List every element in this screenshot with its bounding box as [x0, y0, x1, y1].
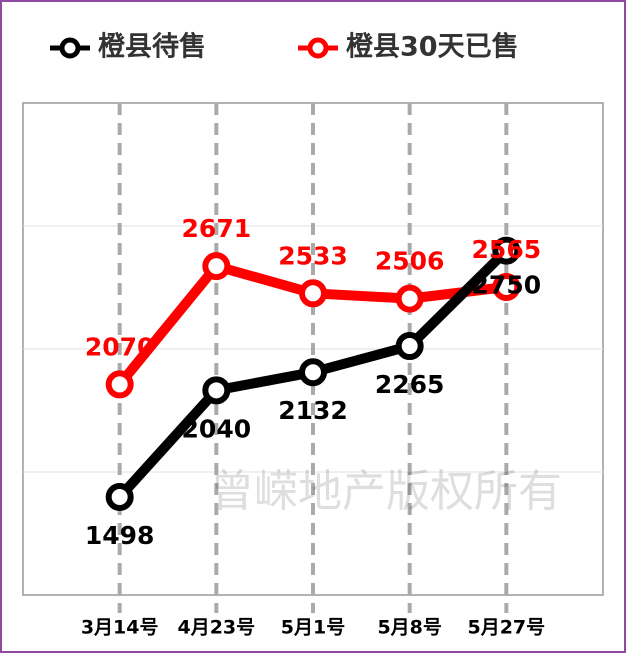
point [105, 482, 134, 511]
data-label: 2070 [85, 332, 155, 361]
legend-label: 橙县待售 [98, 31, 206, 63]
watermark: 曾嵘地产版权所有 [210, 466, 562, 517]
legend-label: 橙县30天已售 [346, 31, 519, 63]
data-label: 2533 [278, 241, 348, 270]
point [492, 273, 521, 302]
x-tick-label: 5月8号 [377, 617, 441, 639]
x-tick-label: 5月1号 [281, 617, 345, 639]
point [492, 236, 521, 265]
point [299, 279, 327, 308]
data-label: 2132 [278, 396, 348, 425]
legend-marker [307, 37, 329, 59]
point [299, 358, 327, 387]
point [105, 370, 134, 399]
data-label: 2506 [375, 247, 445, 276]
legend-marker [59, 37, 81, 59]
point [202, 252, 231, 281]
x-tick-label: 3月14号 [81, 617, 159, 639]
data-label: 2671 [182, 214, 252, 243]
data-label: 2040 [182, 414, 252, 443]
x-tick-label: 5月27号 [467, 617, 545, 639]
x-tick-label: 4月23号 [177, 617, 255, 639]
point [395, 332, 424, 361]
point [202, 376, 231, 405]
data-label: 2750 [472, 271, 542, 300]
data-label: 2565 [472, 235, 542, 264]
data-label: 2265 [375, 370, 445, 399]
point [395, 284, 424, 313]
data-label: 1498 [85, 521, 155, 550]
